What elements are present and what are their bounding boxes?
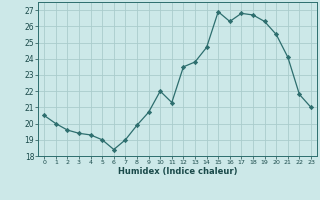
X-axis label: Humidex (Indice chaleur): Humidex (Indice chaleur) <box>118 167 237 176</box>
